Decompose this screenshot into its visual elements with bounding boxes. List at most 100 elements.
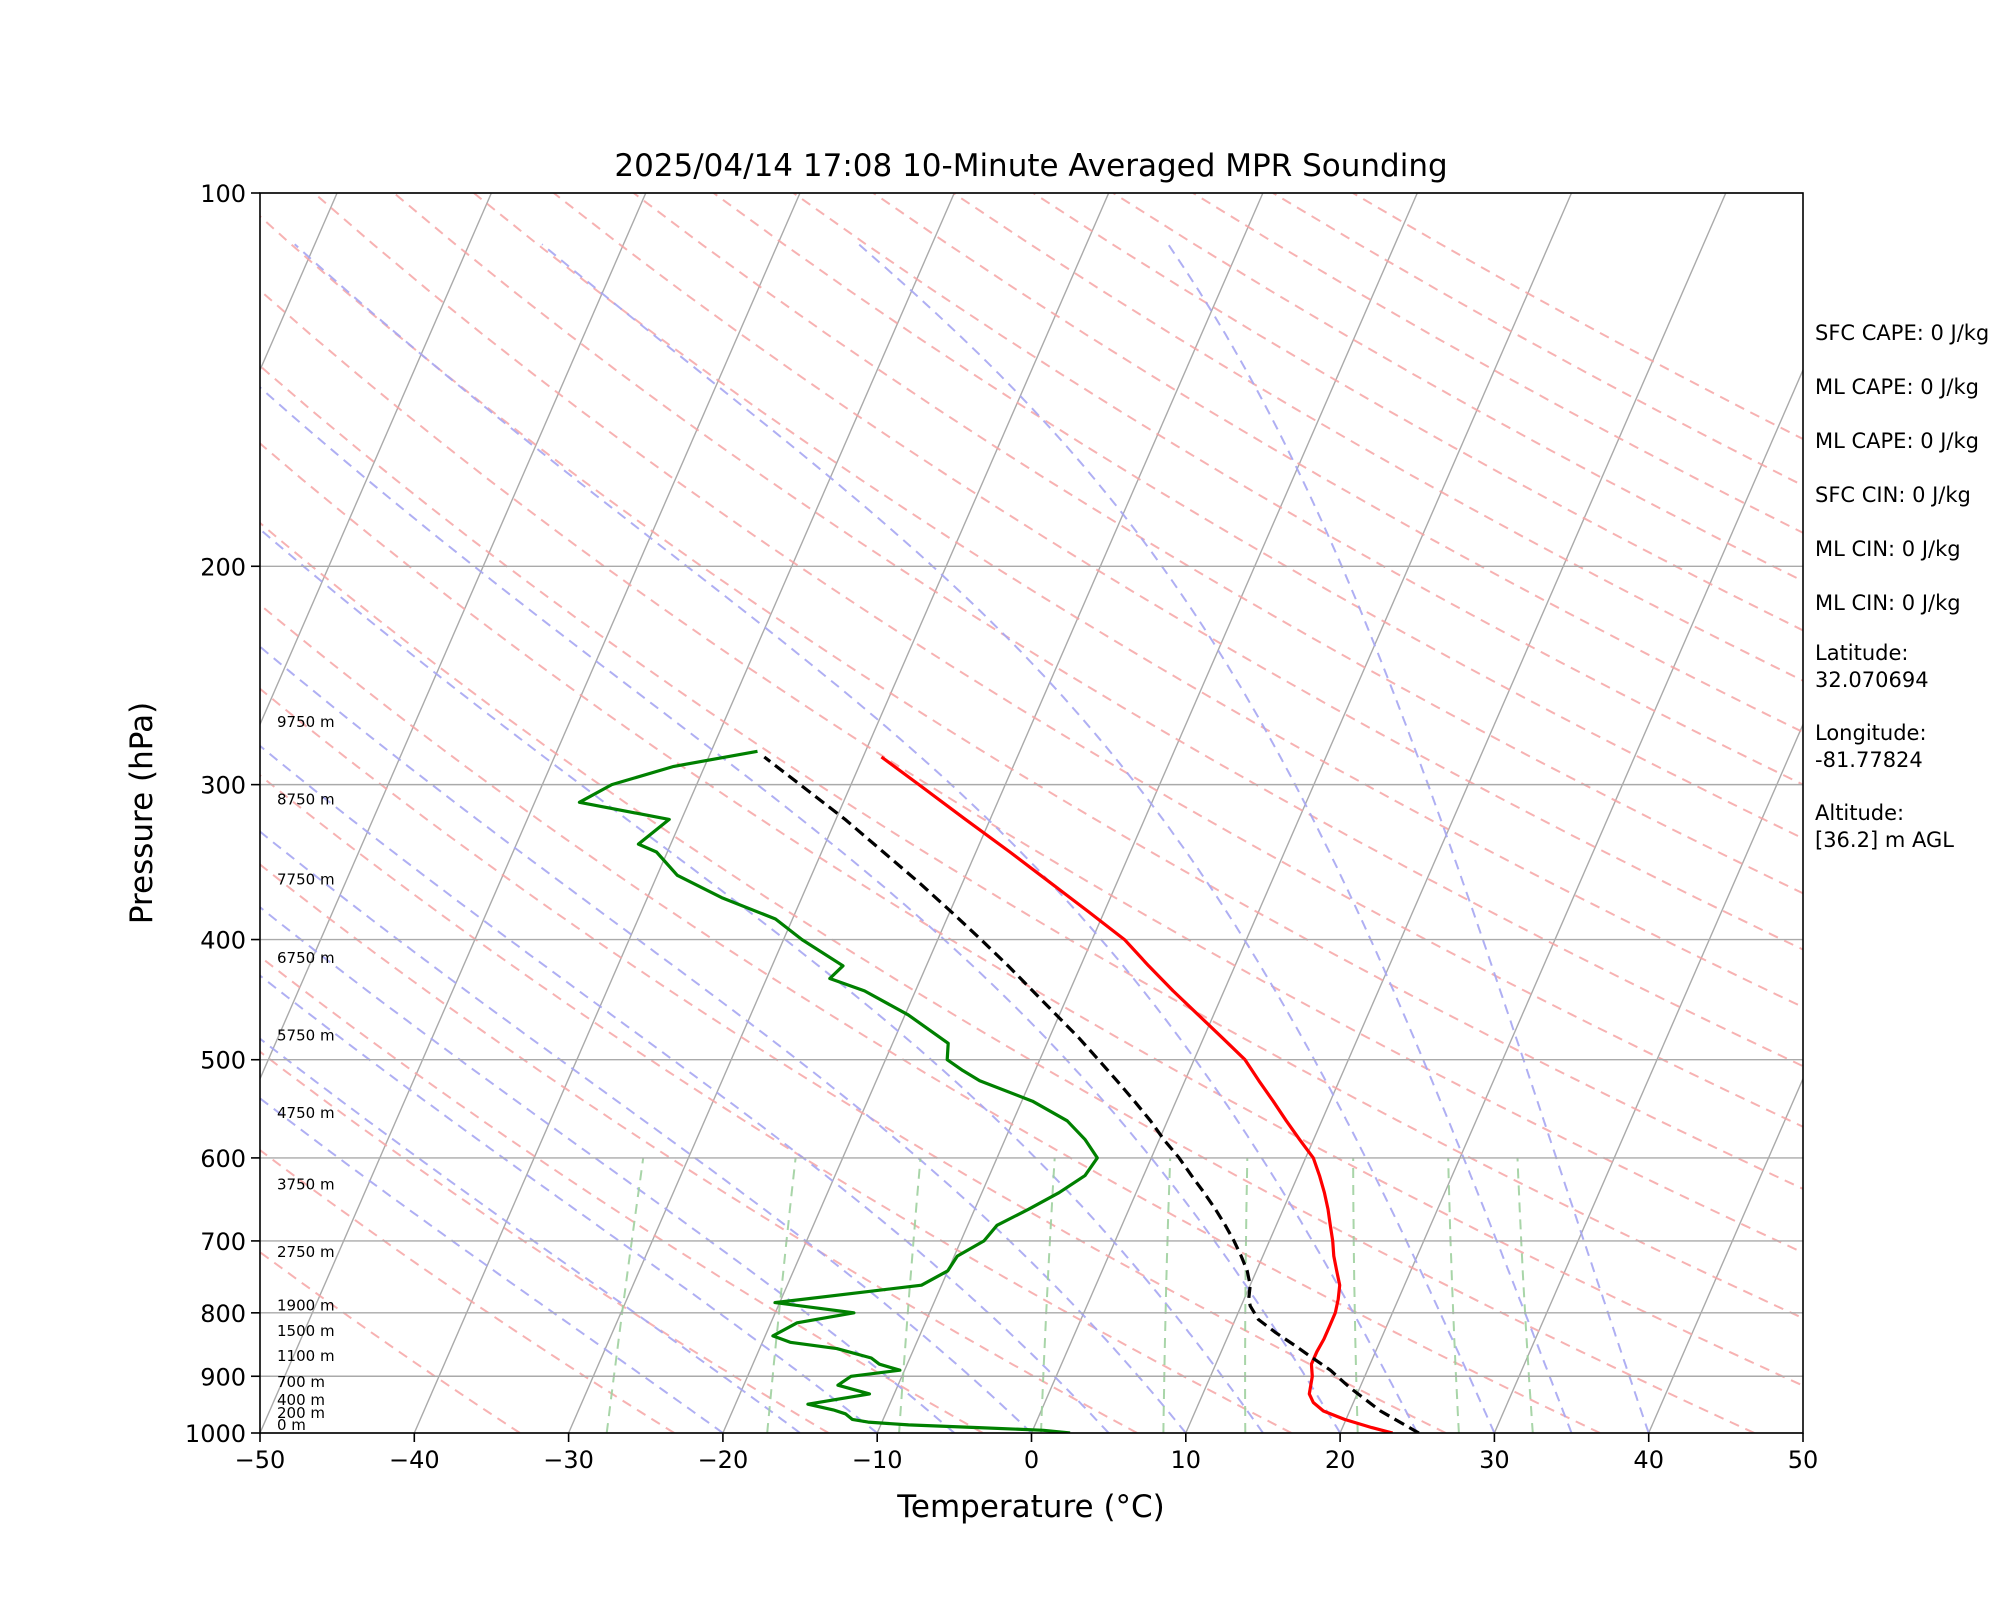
info-text: ML CIN: 0 J/kg [1815,537,1961,561]
y-tick-label: 400 [200,927,246,955]
x-tick-label: 50 [1788,1446,1819,1474]
moist-adiabat-line [260,830,1033,1433]
height-label: 3750 m [277,1176,335,1194]
x-tick-label: 0 [1024,1446,1039,1474]
moist-adiabat-line [858,243,1573,1433]
height-label: 1500 m [277,1322,335,1340]
height-label: 1900 m [277,1297,335,1315]
isotherm-line [1030,193,1573,1433]
sounding-info-panel: SFC CAPE: 0 J/kg ML CAPE: 0 J/kg ML CAPE: … [1815,321,1989,852]
dry-adiabat-line [260,955,984,1433]
isotherm-line [1185,193,1727,1433]
y-tick-label: 500 [200,1047,246,1075]
moist-adiabat-line [260,386,1341,1433]
moist-adiabat-line [260,974,878,1433]
height-label: 4750 m [277,1104,335,1122]
info-text: ML CAPE: 0 J/kg [1815,429,1979,453]
moist-adiabat-line [294,243,1419,1433]
x-tick-label: −30 [543,1446,594,1474]
dry-adiabat-line [260,364,1803,1320]
y-tick-label: 800 [200,1300,246,1328]
height-label: 5750 m [277,1026,335,1044]
height-label: 0 m [277,1416,306,1434]
info-text: SFC CAPE: 0 J/kg [1815,321,1989,345]
x-axis-label: Temperature (°C) [896,1489,1165,1525]
x-tick-label: −50 [235,1446,286,1474]
dewpoint-trace [577,749,1099,1433]
dry-adiabat-line [553,193,1803,951]
x-tick-label: 20 [1325,1446,1356,1474]
dry-adiabat-line [473,193,1803,1009]
x-tick-label: −40 [389,1446,440,1474]
info-text: Latitude: 32.070694 [1815,641,1929,692]
height-label: 8750 m [277,790,335,808]
x-tick-label: −20 [698,1446,749,1474]
height-label: 9750 m [277,713,335,731]
isotherm-line [413,193,955,1433]
x-tick-label: −10 [852,1446,903,1474]
mixing-ratio-line [1516,1157,1534,1433]
y-axis-label: Pressure (hPa) [124,702,160,924]
dry-adiabat-line [260,603,1601,1433]
height-label: 200 m [277,1404,325,1422]
height-label: 400 m [277,1391,325,1409]
height-label: 1100 m [277,1347,335,1365]
moist-adiabat-line [260,1097,724,1433]
moist-adiabat-line [260,744,1110,1433]
parcel-trace [763,755,1420,1433]
chart-title: 2025/04/14 17:08 10-Minute Averaged MPR … [614,148,1447,184]
info-text: Longitude: -81.77824 [1815,721,1927,772]
height-label: 700 m [277,1373,325,1391]
sounding-traces [577,749,1420,1433]
x-axis-ticks: −50 −40 −30 −20 −10 0 10 20 30 40 50 [235,1433,1819,1474]
info-text: ML CIN: 0 J/kg [1815,591,1961,615]
info-text: ML CAPE: 0 J/kg [1815,375,1979,399]
moist-adiabat-line [260,1037,801,1433]
isotherm-line [260,193,647,1081]
dry-adiabat-line [260,1050,830,1433]
dry-adiabat-line [260,521,1755,1433]
info-text: Altitude: [36.2] m AGL [1815,801,1954,852]
temperature-trace [880,755,1394,1433]
isotherm-line [260,193,801,1433]
height-label: 6750 m [277,949,335,967]
height-label: 7750 m [277,870,335,888]
dry-adiabat-line [260,1250,521,1433]
dry-adiabat-line [792,193,1803,786]
background-lines [0,193,1803,1433]
x-tick-label: 40 [1633,1446,1664,1474]
moist-adiabat-line [1167,243,1650,1433]
dry-adiabat-line [260,289,1803,1254]
y-tick-label: 100 [200,180,246,208]
isotherm-line [1339,368,1803,1433]
dry-adiabat-line [313,193,1803,1128]
x-tick-label: 10 [1171,1446,1202,1474]
dry-adiabat-line [260,774,1292,1433]
dry-adiabat-line [260,863,1138,1433]
y-tick-label: 300 [200,772,246,800]
moist-adiabat-line [260,527,1264,1433]
isotherm-line [876,193,1418,1433]
y-tick-label: 900 [200,1363,246,1391]
isotherm-line [1648,1076,1803,1433]
isotherm-line [567,193,1110,1433]
moist-adiabat-line [260,645,1187,1433]
mixing-ratio-line [1244,1157,1249,1433]
mixing-ratio-line [898,1157,922,1433]
height-label: 2750 m [277,1243,335,1261]
plot-frame [259,192,1804,1434]
mixing-ratio-line [605,1157,645,1433]
dry-adiabat-line [260,687,1447,1433]
y-tick-label: 700 [200,1228,246,1256]
y-tick-label: 200 [200,553,246,581]
pressure-gridlines [260,192,1803,1434]
y-tick-label: 600 [200,1145,246,1173]
y-axis-ticks: 1000 900 800 700 600 500 400 300 200 100 [185,180,260,1448]
dry-adiabat-line [260,215,1803,1190]
mixing-ratio-line [1447,1157,1460,1433]
isotherm-line [0,193,29,1433]
info-text: SFC CIN: 0 J/kg [1815,483,1971,507]
isotherm-line [722,193,1264,1433]
isotherm-line [260,193,493,727]
